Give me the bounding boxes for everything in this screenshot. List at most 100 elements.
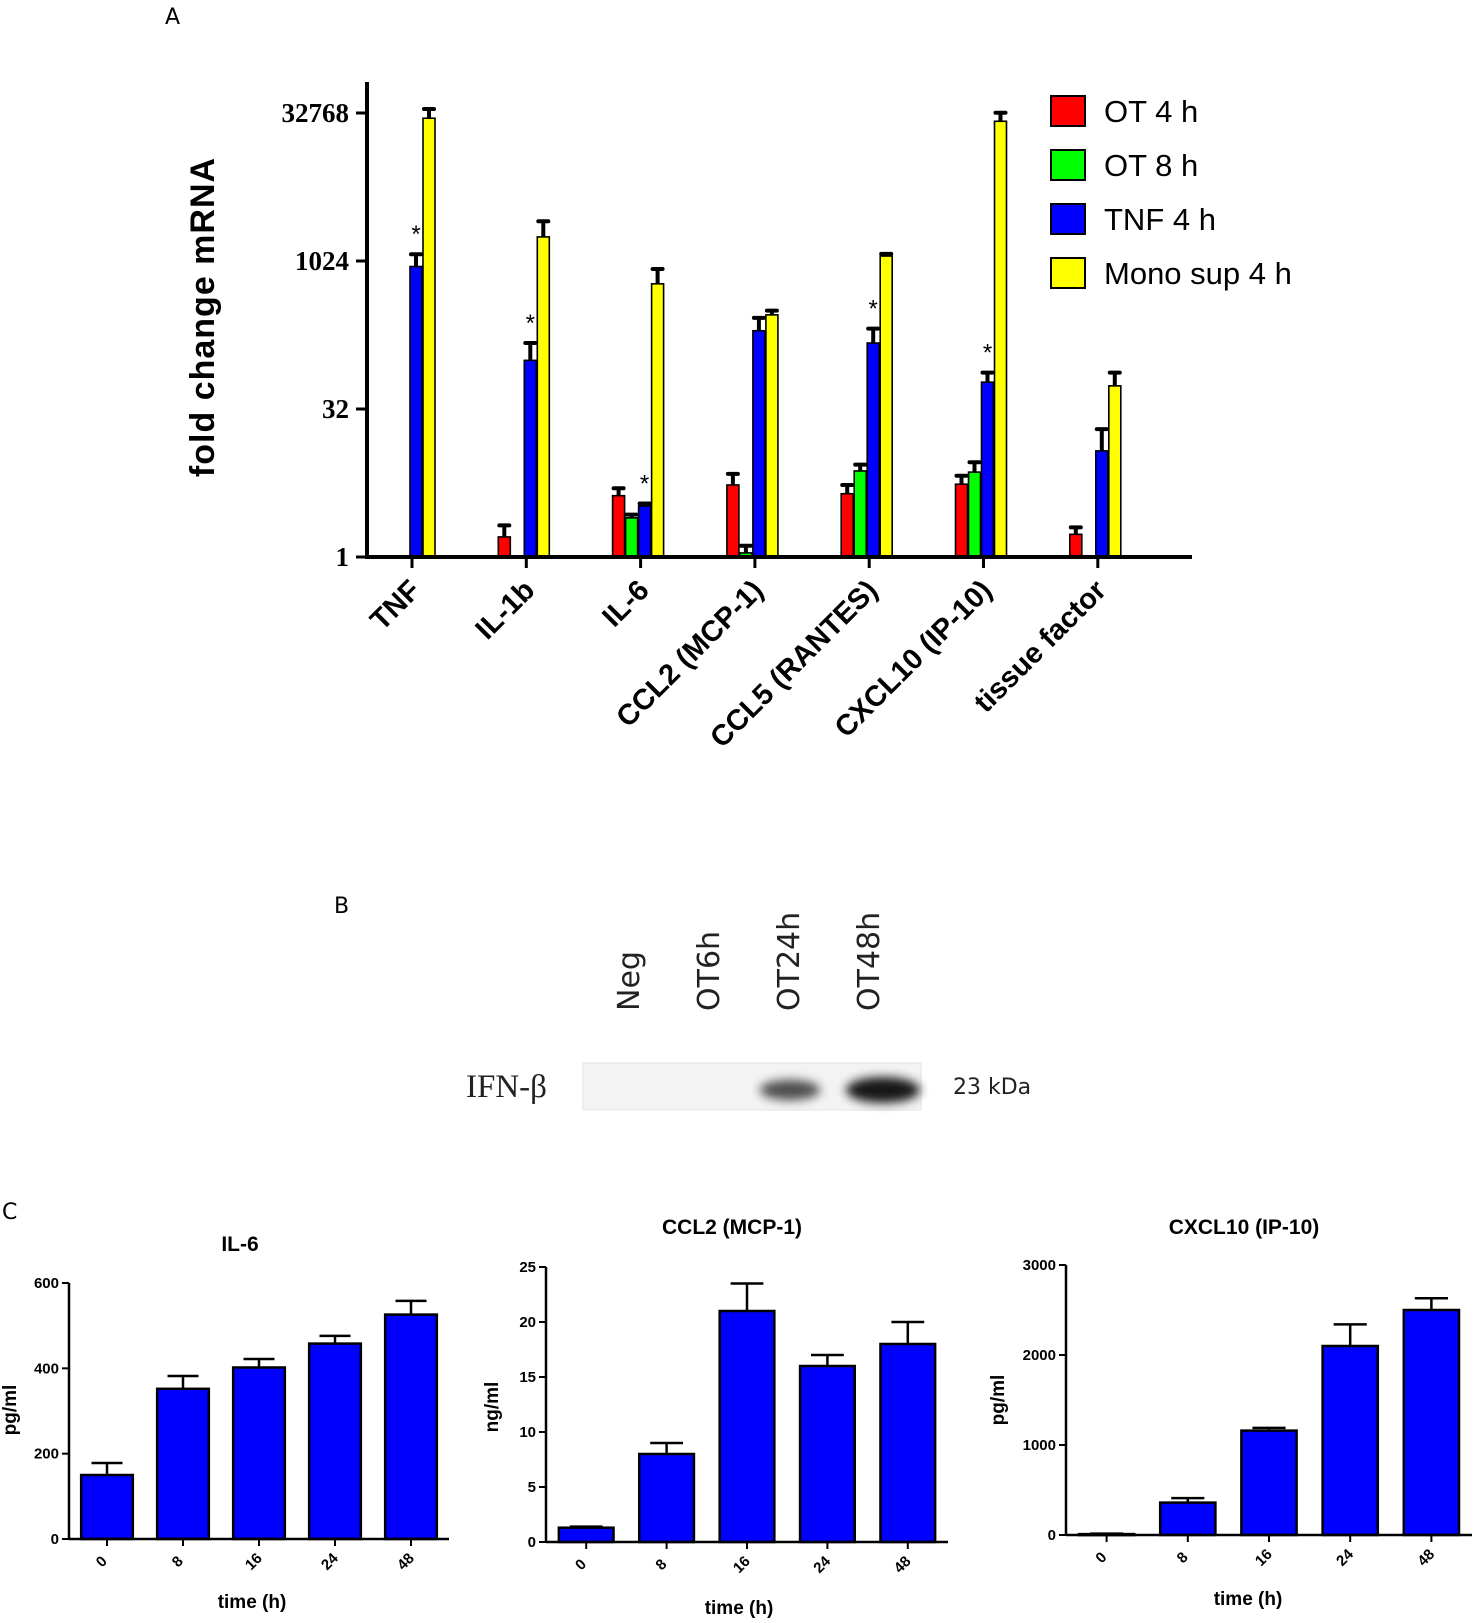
panel-a-bar-ccl5-rantes-ot-8-h (853, 470, 868, 558)
panel-a-y-axis-label: fold change mRNA (184, 157, 222, 477)
legend-item-tnf-4h: TNF 4 h (1050, 202, 1216, 237)
panel-c2-title: CCL2 (MCP-1) (662, 1216, 802, 1239)
panel-a-significance-ccl5-rantes: * (869, 296, 878, 323)
blot-lane-ot48h: OT48h (852, 912, 887, 1011)
panel-c3-plot: 0 8 16 24 48 0 1000 2000 3000 (1023, 1257, 1472, 1570)
blot-lane-ot6h: OT6h (692, 931, 727, 1011)
panel-c1-bar-16 (231, 1366, 287, 1541)
panel-a-bar-tissue-factor-mono-sup-4-h (1108, 385, 1122, 558)
legend-swatch-tnf-4h (1050, 203, 1086, 235)
panel-a-bar-il-6-ot-8-h (624, 517, 639, 558)
panel-c2-x-tick-label: 0 (572, 1556, 590, 1574)
panel-c2-bar-24 (798, 1364, 856, 1544)
panel-a-bar-cxcl10-ip-10-tnf-4-h (980, 381, 995, 558)
panel-letter-b: B (334, 894, 349, 919)
panel-c2-y-tick-label: 20 (519, 1314, 536, 1331)
legend-item-ot-4h: OT 4 h (1050, 94, 1198, 129)
panel-c1-x-tick-label: 16 (242, 1550, 266, 1574)
panel-a-bar-il-6-tnf-4-h (637, 505, 652, 558)
panel-c1-y-tick-label: 0 (51, 1531, 59, 1548)
legend-swatch-mono-sup-4h (1050, 257, 1086, 289)
panel-a-significance-cxcl10-ip-10: * (983, 340, 992, 367)
legend-label-tnf-4h: TNF 4 h (1104, 202, 1216, 237)
panel-a-bar-tnf-tnf-4-h (409, 265, 423, 558)
panel-a-category-label-il-1b: IL-1b (470, 574, 542, 646)
panel-c3-x-tick-label: 8 (1174, 1549, 1192, 1567)
panel-a-bar-cxcl10-ip-10-ot-4-h (954, 483, 969, 558)
panel-c2-plot: 0 8 16 24 48 0 5 10 15 20 25 (519, 1259, 948, 1577)
panel-a-bar-ccl2-mcp-1-ot-4-h (726, 484, 740, 558)
panel-a-legend: OT 4 h OT 8 h TNF 4 h Mono sup 4 h (1050, 94, 1292, 291)
blot-band-ot48h (846, 1077, 920, 1103)
panel-c2-x-tick-label: 48 (891, 1553, 915, 1577)
panel-a-bar-cxcl10-ip-10-ot-8-h (967, 471, 982, 558)
panel-a-bar-ccl2-mcp-1-mono-sup-4-h (765, 314, 779, 558)
legend-item-mono-sup-4h: Mono sup 4 h (1050, 256, 1292, 291)
panel-letter-c: C (2, 1200, 17, 1225)
panel-c1-x-tick-label: 24 (318, 1549, 342, 1573)
panel-c1-bar-48 (383, 1313, 439, 1541)
panel-c2-bar-48 (879, 1342, 937, 1544)
panel-c2-bar-8 (638, 1452, 696, 1544)
panel-c2-y-label: ng/ml (482, 1382, 503, 1433)
panel-a-category-label-tnf: TNF (364, 574, 426, 636)
panel-a-bar-tissue-factor-tnf-4-h (1095, 450, 1109, 558)
panel-c1-x-tick-label: 0 (93, 1553, 111, 1571)
panel-c1-bar-24 (307, 1342, 363, 1541)
panel-c1-y-label: pg/ml (0, 1385, 21, 1436)
panel-c3-x-tick-label: 16 (1252, 1546, 1276, 1570)
panel-a-bar-ccl5-rantes-ot-4-h (840, 492, 855, 558)
panel-a-bar-il-6-mono-sup-4-h (650, 283, 665, 558)
panel-c2-x-tick-label: 8 (652, 1556, 670, 1574)
panel-c1-y-tick-label: 200 (34, 1446, 59, 1463)
panel-letter-a: A (165, 5, 180, 30)
panel-c1-y-tick-label: 600 (34, 1275, 59, 1292)
panel-c1-x-tick-label: 8 (169, 1553, 187, 1571)
blot-lane-ot24h: OT24h (772, 912, 807, 1011)
panel-c2-y-tick-label: 0 (528, 1534, 536, 1551)
panel-c3-bar-8 (1158, 1501, 1217, 1537)
panel-c3-y-tick-label: 3000 (1023, 1257, 1056, 1274)
panel-c1-bar-0 (79, 1473, 135, 1541)
panel-c1-plot: 0 8 16 24 48 0 200 400 600 (34, 1275, 449, 1574)
panel-c1-bar-8 (155, 1387, 211, 1541)
panel-c2-bar-0 (557, 1526, 615, 1544)
panel-a-category-label-il-6: IL-6 (596, 574, 655, 633)
panel-c3-bar-24 (1321, 1344, 1380, 1537)
blot-size-label: 23 kDa (953, 1075, 1031, 1100)
panel-c1-x-label: time (h) (218, 1592, 287, 1613)
panel-a-significance-tnf: * (411, 221, 420, 248)
panel-a-bar-ccl5-rantes-tnf-4-h (866, 342, 881, 558)
legend-label-ot-8h: OT 8 h (1104, 148, 1198, 183)
blot-lane-neg: Neg (612, 951, 647, 1011)
panel-c3-bar-16 (1240, 1429, 1298, 1537)
panel-c3-y-tick-label: 0 (1048, 1527, 1056, 1544)
panel-c2-x-tick-label: 24 (810, 1552, 834, 1576)
panel-a-bar-il-1b-ot-4-h (497, 536, 512, 558)
panel-a-y-tick-label: 32 (322, 394, 349, 424)
panel-c3-x-label: time (h) (1214, 1589, 1283, 1610)
panel-c3-title: CXCL10 (IP-10) (1169, 1216, 1320, 1239)
legend-label-mono-sup-4h: Mono sup 4 h (1104, 256, 1292, 291)
legend-swatch-ot-8h (1050, 149, 1086, 181)
panel-c2-x-tick-label: 16 (730, 1553, 754, 1577)
panel-a-y-tick-label: 32768 (282, 98, 350, 128)
panel-c2-y-tick-label: 10 (519, 1424, 536, 1441)
legend-item-ot-8h: OT 8 h (1050, 148, 1198, 183)
panel-c2-y-tick-label: 25 (519, 1259, 536, 1276)
panel-c2-y-tick-label: 15 (519, 1369, 536, 1386)
panel-a-bar-ccl5-rantes-mono-sup-4-h (879, 255, 894, 558)
panel-a-y-tick-label: 1024 (295, 246, 349, 276)
blot-protein-label: IFN-β (466, 1069, 547, 1105)
panel-a-bar-tnf-mono-sup-4-h (422, 117, 436, 558)
panel-c1-title: IL-6 (221, 1233, 258, 1256)
panel-c2-bar-16 (718, 1309, 776, 1544)
panel-c3-bar-48 (1402, 1308, 1461, 1537)
panel-a-bar-ccl2-mcp-1-tnf-4-h (752, 329, 766, 558)
panel-c3-x-tick-label: 48 (1414, 1546, 1438, 1570)
panel-a-significance-il-6: * (640, 471, 649, 498)
panel-c3-y-tick-label: 1000 (1023, 1437, 1056, 1454)
legend-swatch-ot-4h (1050, 95, 1086, 127)
